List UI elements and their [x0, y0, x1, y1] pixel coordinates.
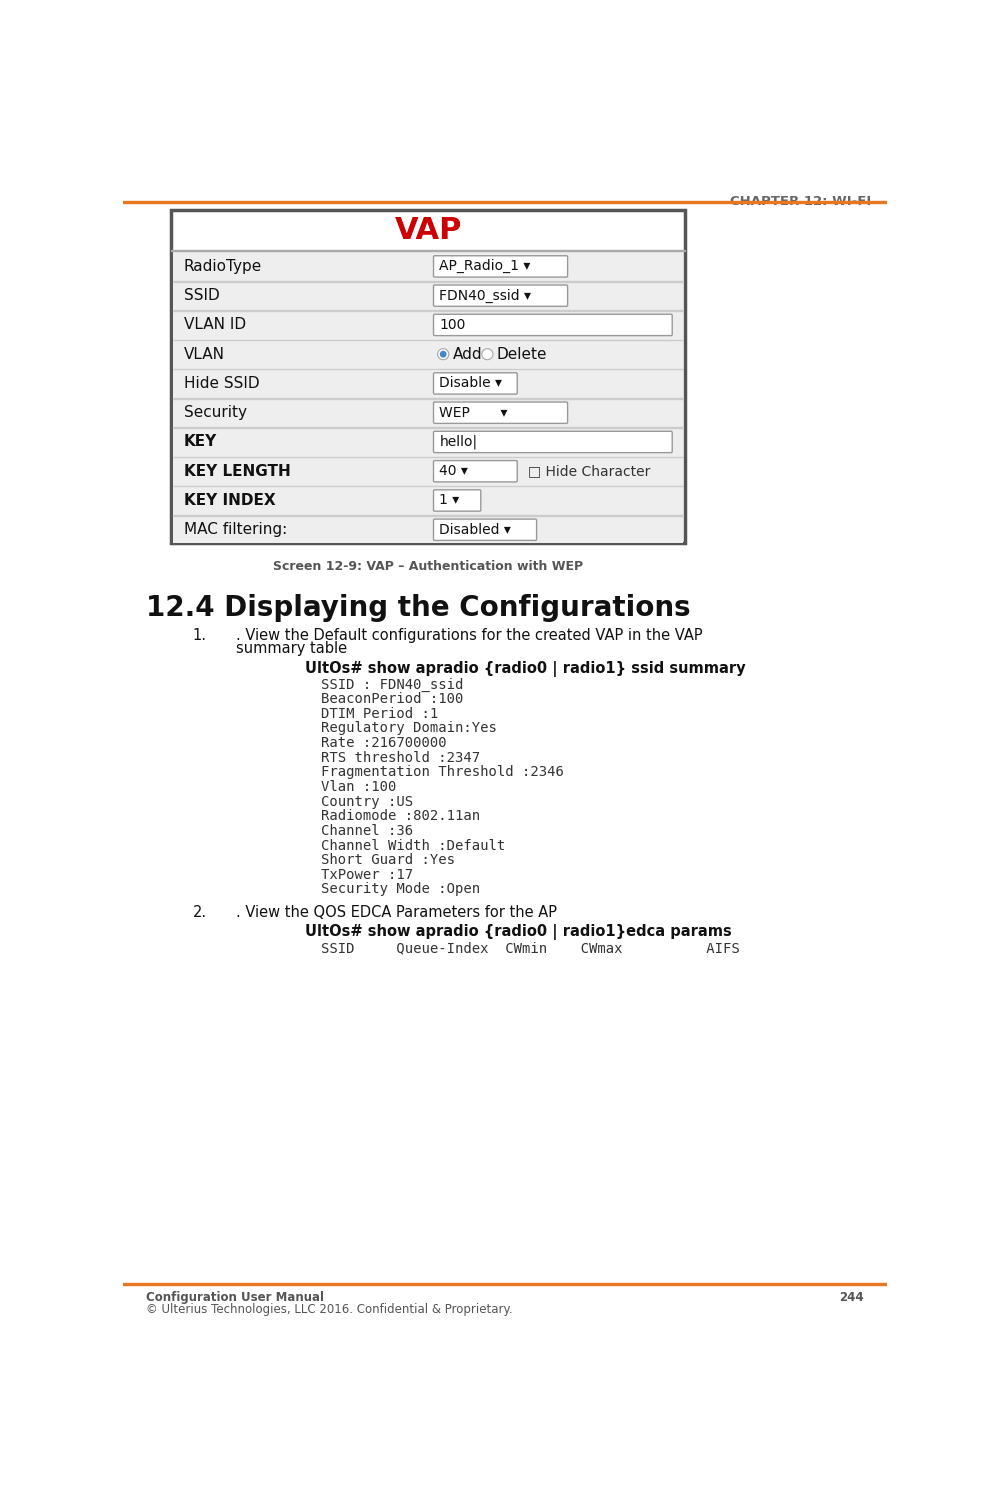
Text: Channel :36: Channel :36	[321, 824, 413, 837]
FancyBboxPatch shape	[433, 256, 567, 277]
Text: DTIM Period :1: DTIM Period :1	[321, 707, 438, 721]
Text: SSID     Queue-Index  CWmin    CWmax          AIFS: SSID Queue-Index CWmin CWmax AIFS	[321, 940, 740, 955]
FancyBboxPatch shape	[433, 402, 567, 423]
Text: Security Mode :Open: Security Mode :Open	[321, 882, 480, 897]
Text: WEP       ▾: WEP ▾	[439, 405, 508, 420]
Text: □ Hide Character: □ Hide Character	[528, 465, 650, 478]
Bar	[172, 251, 684, 543]
Text: Delete: Delete	[496, 347, 548, 362]
Text: SSID: SSID	[183, 289, 220, 303]
Text: CHAPTER 12: WI-FI: CHAPTER 12: WI-FI	[730, 194, 871, 208]
Text: UltOs# show apradio {radio0 | radio1}edca params: UltOs# show apradio {radio0 | radio1}edc…	[305, 924, 732, 940]
Text: Fragmentation Threshold :2346: Fragmentation Threshold :2346	[321, 765, 563, 779]
Text: Disable ▾: Disable ▾	[439, 377, 502, 390]
FancyBboxPatch shape	[433, 490, 481, 511]
FancyBboxPatch shape	[433, 460, 517, 481]
Text: KEY: KEY	[183, 435, 217, 450]
Bar	[171, 211, 685, 543]
Text: VLAN ID: VLAN ID	[183, 317, 245, 332]
Text: KEY INDEX: KEY INDEX	[183, 493, 275, 508]
Text: . View the QOS EDCA Parameters for the AP: . View the QOS EDCA Parameters for the A…	[235, 904, 557, 919]
Text: UltOs# show apradio {radio0 | radio1} ssid summary: UltOs# show apradio {radio0 | radio1} ss…	[305, 661, 746, 677]
FancyBboxPatch shape	[433, 314, 672, 335]
Text: © Ulterius Technologies, LLC 2016. Confidential & Proprietary.: © Ulterius Technologies, LLC 2016. Confi…	[147, 1302, 513, 1316]
Text: . View the Default configurations for the created VAP in the VAP: . View the Default configurations for th…	[235, 628, 702, 643]
Text: 1 ▾: 1 ▾	[439, 493, 460, 507]
Text: VAP: VAP	[394, 215, 462, 245]
Text: Short Guard :Yes: Short Guard :Yes	[321, 854, 455, 867]
FancyBboxPatch shape	[433, 372, 517, 395]
Text: Configuration User Manual: Configuration User Manual	[147, 1290, 324, 1304]
FancyBboxPatch shape	[433, 286, 567, 306]
Text: AP_Radio_1 ▾: AP_Radio_1 ▾	[439, 259, 531, 274]
Text: summary table: summary table	[235, 641, 347, 656]
Text: Add: Add	[452, 347, 482, 362]
Circle shape	[440, 351, 446, 357]
Text: MAC filtering:: MAC filtering:	[183, 522, 287, 537]
FancyBboxPatch shape	[433, 431, 672, 453]
Text: RTS threshold :2347: RTS threshold :2347	[321, 750, 480, 765]
Text: Vlan :100: Vlan :100	[321, 780, 396, 794]
Text: TxPower :17: TxPower :17	[321, 867, 413, 882]
Text: FDN40_ssid ▾: FDN40_ssid ▾	[439, 289, 531, 303]
Text: Country :US: Country :US	[321, 795, 413, 809]
Text: 100: 100	[439, 318, 466, 332]
Text: BeaconPeriod :100: BeaconPeriod :100	[321, 692, 463, 706]
Text: RadioType: RadioType	[183, 259, 262, 274]
Text: hello|: hello|	[439, 435, 478, 448]
Text: KEY LENGTH: KEY LENGTH	[183, 463, 291, 478]
Text: Regulatory Domain:Yes: Regulatory Domain:Yes	[321, 722, 496, 736]
Text: 40 ▾: 40 ▾	[439, 465, 468, 478]
Text: Hide SSID: Hide SSID	[183, 375, 259, 392]
Text: 2.: 2.	[193, 904, 207, 919]
Text: Security: Security	[183, 405, 246, 420]
Text: Channel Width :Default: Channel Width :Default	[321, 839, 505, 852]
Bar	[123, 1283, 886, 1284]
Text: 1.: 1.	[193, 628, 207, 643]
Text: SSID : FDN40_ssid: SSID : FDN40_ssid	[321, 677, 463, 692]
Circle shape	[483, 350, 492, 359]
Circle shape	[437, 348, 448, 360]
Bar	[123, 200, 886, 203]
Text: 244: 244	[838, 1290, 863, 1304]
Text: 12.4 Displaying the Configurations: 12.4 Displaying the Configurations	[147, 595, 691, 622]
Text: VLAN: VLAN	[183, 347, 225, 362]
Text: Rate :216700000: Rate :216700000	[321, 736, 446, 750]
FancyBboxPatch shape	[433, 519, 537, 540]
Text: Radiomode :802.11an: Radiomode :802.11an	[321, 809, 480, 824]
Text: Screen 12-9: VAP – Authentication with WEP: Screen 12-9: VAP – Authentication with W…	[273, 559, 583, 573]
Circle shape	[482, 348, 492, 360]
Circle shape	[439, 350, 447, 359]
Text: Disabled ▾: Disabled ▾	[439, 523, 511, 537]
